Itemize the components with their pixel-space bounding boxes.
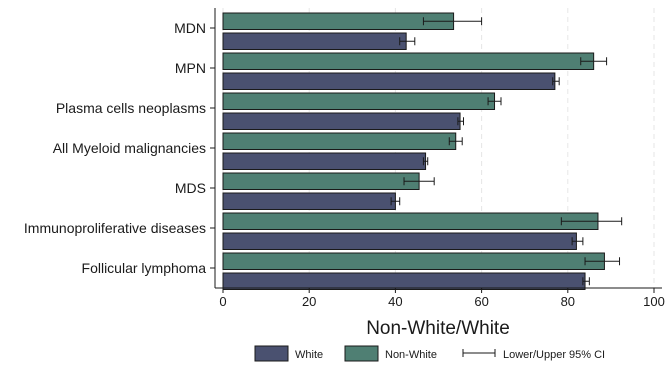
y-tick-label: Follicular lymphoma bbox=[82, 260, 207, 276]
x-tick-label: 40 bbox=[388, 294, 402, 309]
x-axis-title: Non-White/White bbox=[366, 318, 510, 339]
bar bbox=[222, 72, 556, 90]
legend-swatch bbox=[254, 345, 289, 362]
y-tick-label: MDS bbox=[175, 180, 206, 196]
x-tick-label: 20 bbox=[302, 294, 316, 309]
legend-swatch bbox=[344, 345, 379, 362]
x-tick-label: 80 bbox=[561, 294, 575, 309]
bar bbox=[222, 192, 396, 210]
bar bbox=[222, 172, 420, 190]
legend-label: Lower/Upper 95% CI bbox=[503, 349, 605, 361]
y-tick-label: MPN bbox=[175, 60, 206, 76]
x-tick-label: 60 bbox=[474, 294, 488, 309]
error-bars bbox=[390, 17, 623, 286]
bar bbox=[222, 92, 496, 110]
legend-label: White bbox=[295, 349, 323, 361]
bar bbox=[222, 132, 457, 150]
bar bbox=[222, 112, 461, 130]
bar bbox=[222, 232, 577, 250]
bar bbox=[222, 52, 595, 70]
bar bbox=[222, 152, 427, 170]
bar bbox=[222, 12, 455, 30]
bar bbox=[222, 272, 586, 290]
y-tick-label: All Myeloid malignancies bbox=[53, 140, 206, 156]
x-tick-label: 100 bbox=[643, 294, 665, 309]
legend: White Non-White Lower/Upper 95% CI bbox=[254, 345, 605, 362]
legend-label: Non-White bbox=[385, 349, 437, 361]
y-tick-label: Plasma cells neoplasms bbox=[56, 100, 206, 116]
bar bbox=[222, 252, 605, 270]
bar bbox=[222, 32, 407, 50]
y-tick-label: Immunoproliferative diseases bbox=[24, 220, 206, 236]
axes: MDN MPN Plasma cells neoplasms All Myeloid … bbox=[24, 8, 665, 309]
bars bbox=[222, 12, 605, 290]
x-tick-label: 0 bbox=[219, 294, 226, 309]
y-tick-label: MDN bbox=[174, 20, 206, 36]
bar bbox=[222, 212, 599, 230]
